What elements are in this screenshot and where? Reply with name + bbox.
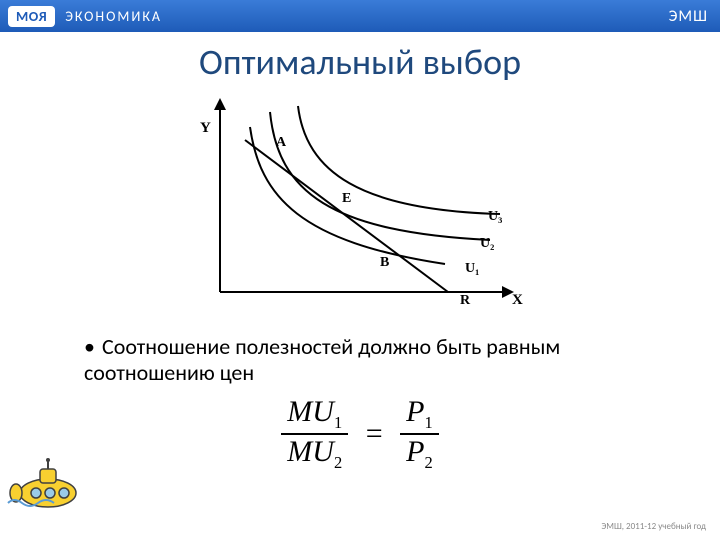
indifference-chart: Y X R U₁ U₂ U₃ A E B [180,92,540,322]
bullet-text: Соотношение полезностей должно быть равн… [84,333,560,386]
submarine-icon [4,453,84,518]
label-e: E [342,191,351,206]
bullet-dot: • [84,334,102,360]
formula-equals: = [356,417,393,451]
footer-text: ЭМШ, 2011-12 учебный год [601,521,706,532]
bullet-text-block: •Соотношение полезностей должно быть рав… [84,334,660,387]
curve-u3 [298,106,500,214]
y-axis-label: Y [200,120,211,136]
budget-line [245,140,448,292]
label-a: A [276,135,287,150]
formula-left-num: MU1 [281,395,348,435]
x-axis-label: X [512,292,523,308]
formula-right-num: P1 [400,395,439,435]
header-right-label: ЭМШ [669,7,708,26]
page-title: Оптимальный выбор [0,40,720,84]
label-u2: U₂ [480,236,494,251]
header-bar: МОЯ ЭКОНОМИКА ЭМШ [0,0,720,32]
logo-text-left: МОЯ [16,8,47,25]
formula-right-frac: P1 P2 [400,395,439,473]
logo-text-right: ЭКОНОМИКА [65,8,162,25]
logo-box: МОЯ [8,6,55,27]
label-b: B [380,255,389,270]
chart-svg: Y X R U₁ U₂ U₃ A E B [180,92,540,322]
formula-left-frac: MU1 MU2 [281,395,348,473]
label-r: R [460,293,471,308]
formula: MU1 MU2 = P1 P2 [0,395,720,473]
formula-right-den: P2 [400,435,439,473]
label-u3: U₃ [488,209,502,224]
formula-left-den: MU2 [281,435,348,473]
label-u1: U₁ [465,261,479,276]
